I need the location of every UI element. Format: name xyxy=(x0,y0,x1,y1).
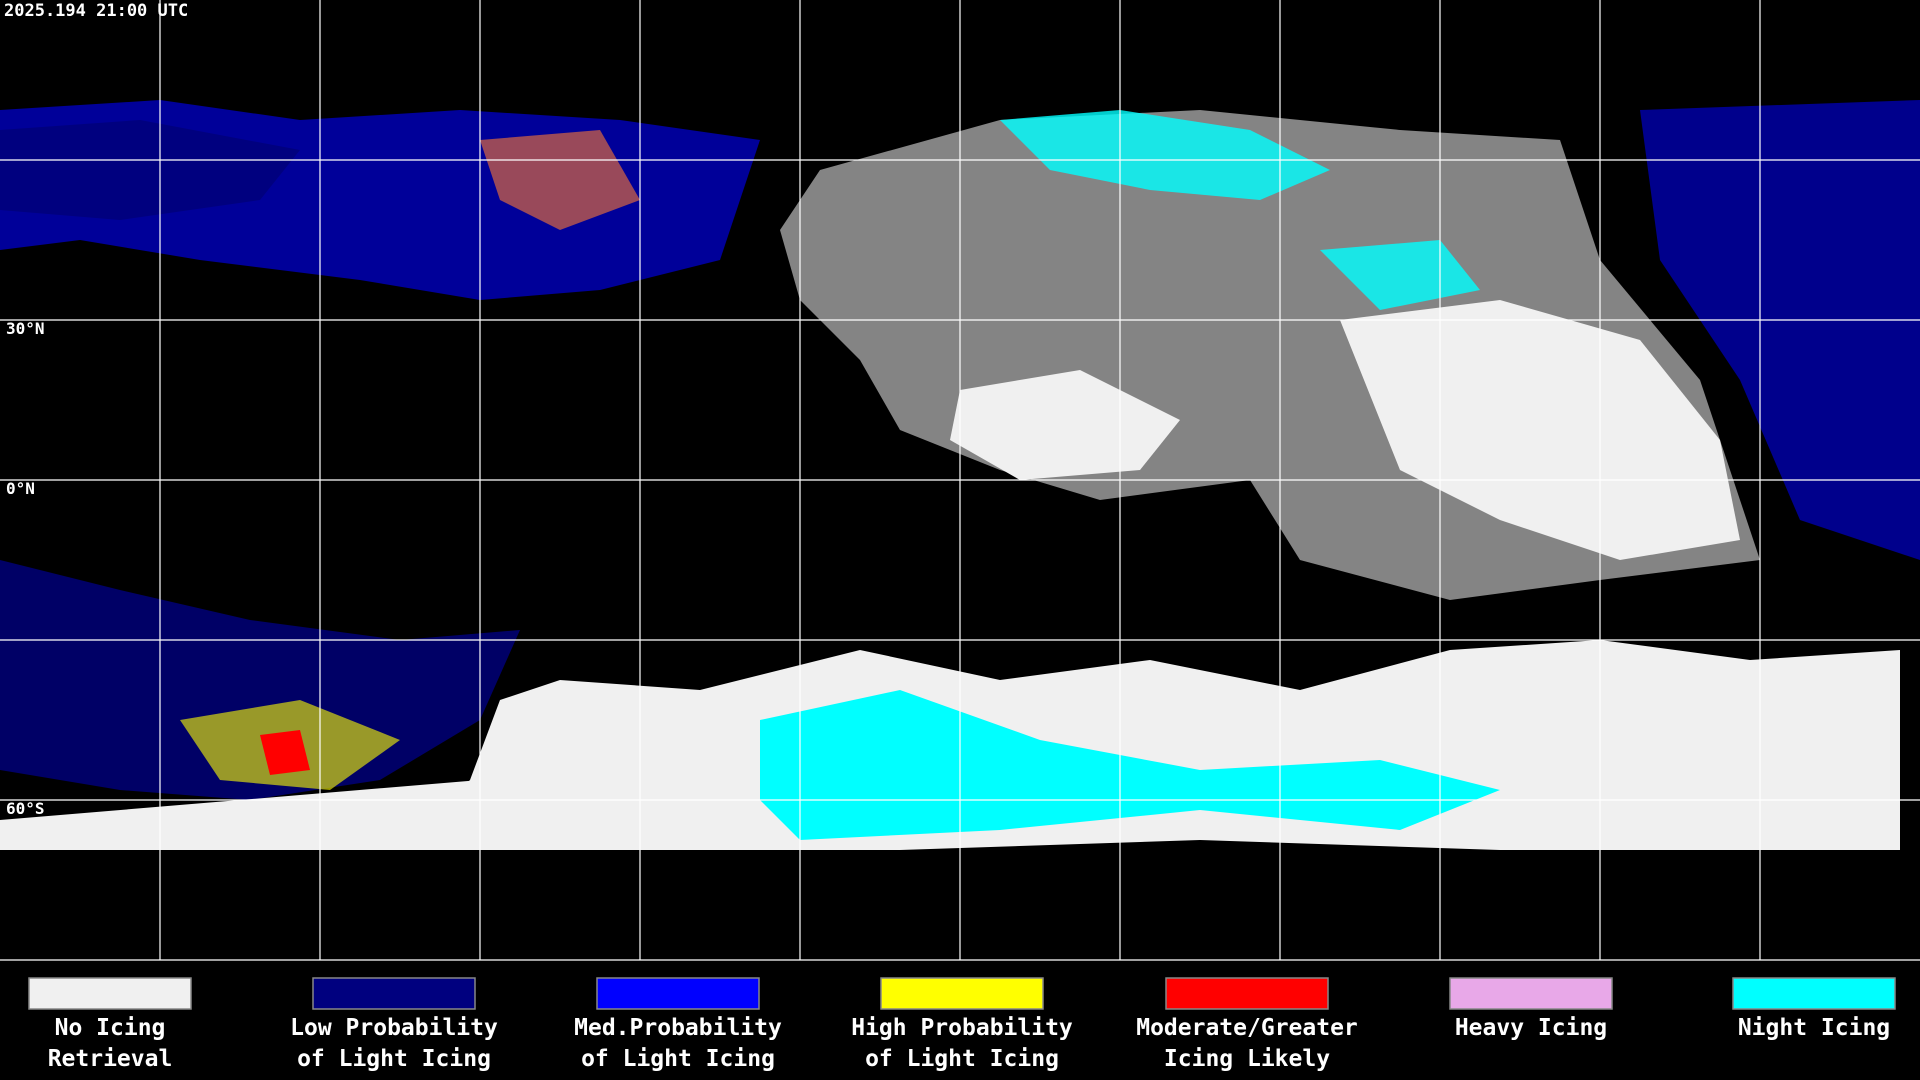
legend-label: Retrieval xyxy=(48,1046,173,1072)
legend-label: of Light Icing xyxy=(297,1046,491,1072)
legend: No Icing Retrieval Low Probability of Light… xyxy=(28,977,1896,1072)
legend-label: Heavy Icing xyxy=(1455,1015,1607,1041)
icing-area xyxy=(260,730,310,775)
legend-swatch xyxy=(1165,977,1329,1010)
legend-swatch xyxy=(880,977,1044,1010)
legend-swatch xyxy=(1732,977,1896,1010)
legend-label: No Icing xyxy=(55,1015,166,1041)
retrieval-area xyxy=(950,370,1180,480)
legend-swatch xyxy=(596,977,760,1010)
latitude-label: 60°S xyxy=(6,799,45,818)
legend-label: of Light Icing xyxy=(581,1046,775,1072)
icing-area xyxy=(480,130,640,230)
legend-swatch xyxy=(312,977,476,1010)
latitude-labels: 30°N 0°N 60°S xyxy=(6,319,45,818)
legend-label: Moderate/Greater xyxy=(1136,1015,1358,1041)
legend-label: High Probability xyxy=(851,1015,1073,1041)
night-icing-area xyxy=(1000,110,1330,200)
icing-area xyxy=(1640,100,1920,560)
legend-label: Low Probability xyxy=(290,1015,498,1041)
retrieval-area xyxy=(0,780,480,850)
timestamp: 2025.194 21:00 UTC xyxy=(4,1,188,21)
legend-label: Med.Probability xyxy=(574,1015,782,1041)
icing-area xyxy=(0,120,300,220)
latitude-label: 0°N xyxy=(6,479,35,498)
graticule xyxy=(0,0,1920,961)
night-icing-area xyxy=(760,690,1500,840)
latitude-label: 30°N xyxy=(6,319,45,338)
legend-label: Icing Likely xyxy=(1164,1046,1330,1072)
legend-label: of Light Icing xyxy=(865,1046,1059,1072)
legend-swatch xyxy=(28,977,192,1010)
legend-label: Night Icing xyxy=(1738,1015,1890,1041)
legend-swatch xyxy=(1449,977,1613,1010)
